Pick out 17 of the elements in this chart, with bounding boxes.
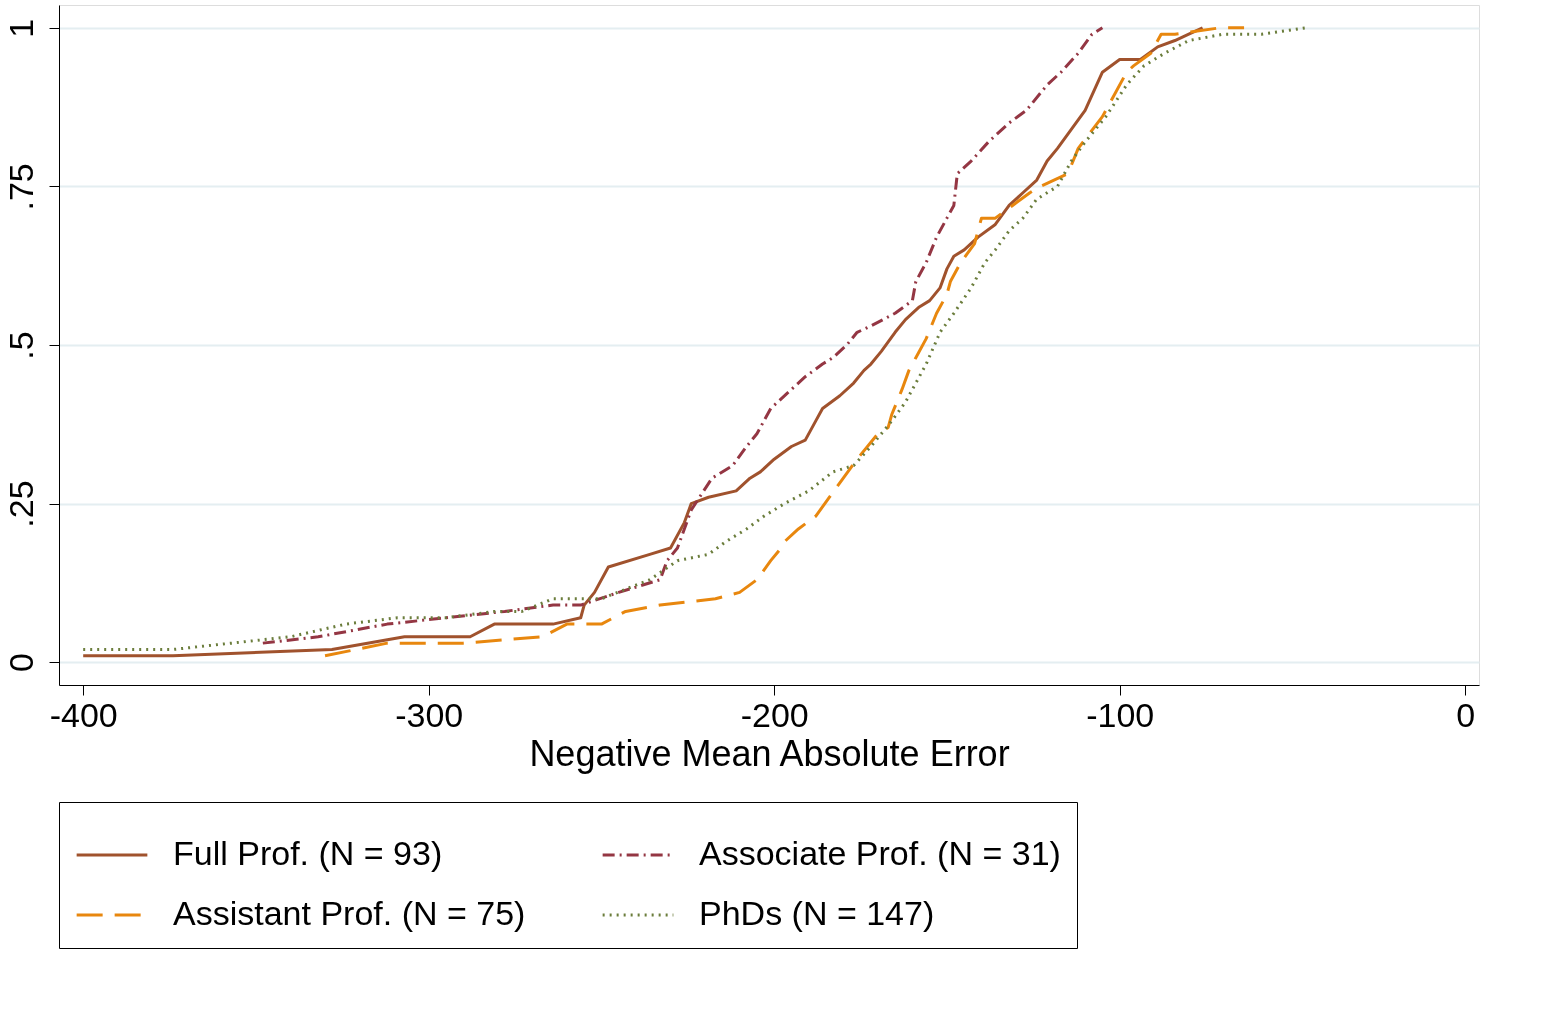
- x-tick-label: -200: [740, 695, 809, 734]
- line-series: [323, 26, 1246, 658]
- x-axis-title: Negative Mean Absolute Error: [529, 732, 1010, 774]
- line-series: [261, 26, 1104, 645]
- legend-label: Full Prof. (N = 93): [173, 834, 443, 872]
- legend-label: Associate Prof. (N = 31): [699, 834, 1061, 872]
- y-tick-label: 1: [1, 18, 40, 38]
- y-tick-label: .25: [1, 480, 40, 528]
- y-tick-label: 0: [1, 653, 40, 673]
- x-tick-label: 0: [1456, 695, 1476, 734]
- x-tick-label: -400: [49, 695, 118, 734]
- y-tick-label: .5: [1, 331, 40, 360]
- x-tick-label: -300: [395, 695, 464, 734]
- x-tick-label: -100: [1086, 695, 1155, 734]
- legend-label: PhDs (N = 147): [699, 894, 935, 932]
- y-tick-label: .75: [1, 163, 40, 211]
- legend-label: Assistant Prof. (N = 75): [173, 894, 526, 932]
